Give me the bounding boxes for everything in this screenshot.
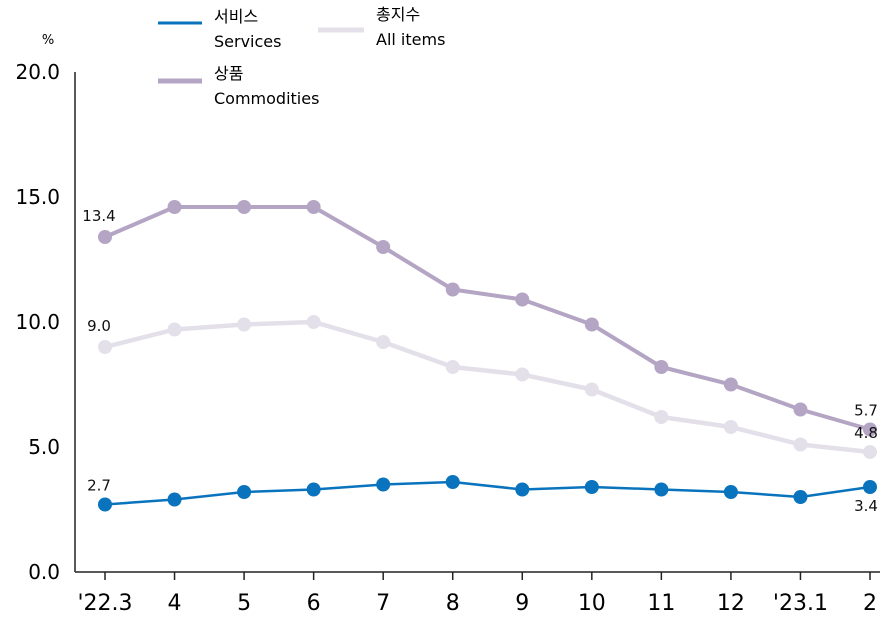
x-tick-label: 11 [647, 591, 675, 616]
data-label-services: 3.4 [854, 497, 878, 515]
x-tick-label: 7 [376, 591, 390, 616]
data-point-commodities [723, 377, 738, 392]
data-point-all-items [167, 322, 182, 337]
series-line-all-items [104, 319, 871, 455]
data-point-services [654, 482, 669, 497]
legend-label-services-ko: 서비스 [214, 7, 258, 26]
legend-label-commodities-ko: 상품 [214, 64, 243, 83]
data-point-services [723, 485, 738, 499]
series-layer: 2.7 3.4 9.0 4.8 13.4 5.7 [82, 200, 878, 515]
data-point-services [237, 485, 252, 499]
legend-label-commodities-en: Commodities [214, 89, 319, 108]
data-point-services [167, 492, 182, 507]
data-point-all-items [237, 317, 252, 332]
data-point-commodities [167, 200, 182, 214]
data-point-all-items [654, 410, 669, 424]
series-line-services [104, 480, 871, 506]
data-label-all-items: 9.0 [87, 317, 111, 335]
legend-label-all-items-ko: 총지수 [376, 5, 420, 24]
legend-label-all-items-en: All items [376, 30, 445, 49]
data-point-commodities [515, 292, 530, 307]
data-point-services [793, 490, 808, 504]
data-point-services [863, 480, 877, 494]
x-tick-label: 8 [446, 591, 460, 616]
data-point-services [584, 480, 599, 494]
series-all-items [98, 315, 877, 459]
y-axis: 0.0 5.0 10.0 15.0 20.0 [15, 60, 76, 584]
data-point-commodities [376, 240, 391, 254]
data-point-all-items [584, 382, 599, 397]
legend: 서비스 Services 총지수 All items 상품 Commoditie… [158, 5, 445, 108]
x-axis: '22.3 4 5 6 7 8 9 10 11 12 '23.1 2 [75, 571, 880, 616]
y-tick-label: 10.0 [15, 310, 60, 334]
series-line-commodities [104, 205, 871, 432]
data-label-services: 2.7 [87, 477, 111, 495]
x-tick-label: 4 [168, 591, 182, 616]
data-label-all-items: 4.8 [854, 424, 878, 442]
data-point-all-items [863, 445, 877, 459]
data-point-commodities [584, 317, 599, 332]
y-tick-label: 0.0 [28, 560, 60, 584]
x-tick-label: 2 [863, 591, 877, 616]
data-label-commodities: 13.4 [82, 207, 115, 225]
data-point-all-items [445, 360, 460, 374]
data-point-services [306, 482, 321, 497]
x-tick-label: 10 [578, 591, 606, 616]
y-tick-label: 15.0 [15, 185, 60, 209]
data-point-services [515, 482, 530, 497]
data-point-services [376, 477, 391, 492]
y-tick-label: 5.0 [28, 435, 60, 459]
x-tick-label: 6 [307, 591, 321, 616]
data-point-all-items [376, 335, 391, 349]
series-commodities [98, 200, 877, 437]
data-point-all-items [515, 367, 530, 382]
x-ticks: '22.3 4 5 6 7 8 9 10 11 12 '23.1 2 [77, 572, 877, 616]
legend-item-services: 서비스 Services [158, 7, 281, 51]
data-point-commodities [654, 360, 669, 374]
legend-item-commodities: 상품 Commodities [158, 64, 319, 108]
series-services [98, 475, 877, 512]
x-tick-label: '22.3 [77, 591, 132, 616]
data-point-commodities [863, 422, 877, 437]
data-point-commodities [237, 200, 252, 214]
data-label-commodities: 5.7 [854, 402, 878, 420]
data-point-commodities [306, 200, 321, 214]
x-tick-label: 12 [717, 591, 745, 616]
y-unit-label: % [42, 33, 54, 48]
data-point-commodities [445, 282, 460, 297]
data-point-all-items [723, 420, 738, 434]
data-point-commodities [98, 230, 112, 244]
data-point-all-items [98, 340, 112, 354]
legend-label-services-en: Services [214, 32, 281, 51]
legend-item-all-items: 총지수 All items [318, 5, 445, 49]
x-tick-label: 9 [515, 591, 529, 616]
data-point-commodities [793, 402, 808, 417]
x-tick-label: '23.1 [773, 591, 828, 616]
x-tick-label: 5 [237, 591, 251, 616]
y-tick-label: 20.0 [15, 60, 60, 84]
data-point-services [98, 497, 112, 512]
data-point-all-items [306, 315, 321, 329]
data-point-all-items [793, 437, 808, 452]
data-point-services [445, 475, 460, 489]
